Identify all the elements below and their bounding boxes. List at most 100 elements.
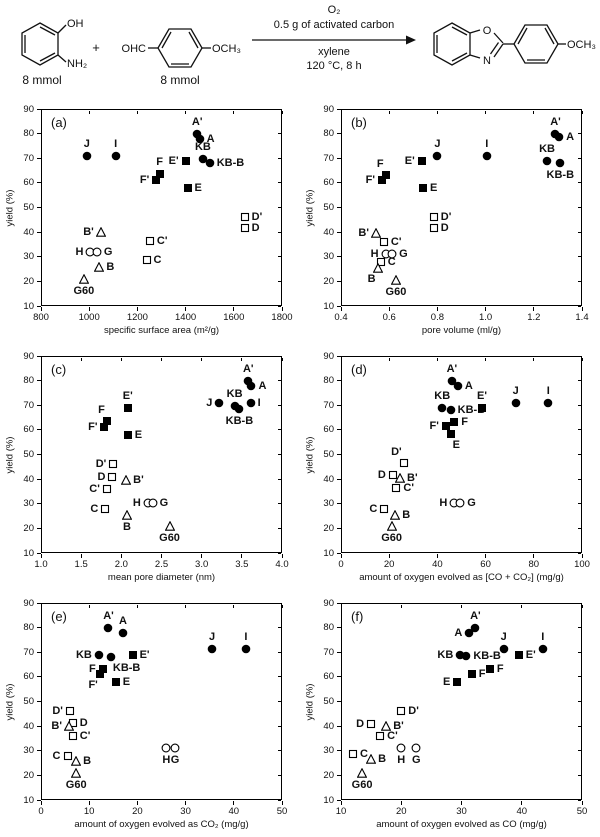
data-point-label-G: G <box>412 754 421 767</box>
data-point-label-G60: G60 <box>381 531 403 544</box>
y-tick-label: 10 <box>23 300 34 312</box>
tick-mark <box>337 256 341 258</box>
tick-mark <box>185 604 187 608</box>
reactant1-amount: 8 mmol <box>22 73 61 87</box>
tick-mark <box>533 357 535 361</box>
data-point-label-D-prime: D' <box>251 211 263 224</box>
chart-panel-b: 0.4 0.6 0.8 1.0 1.2 1.4 10 20 30 40 50 60 70 80 90 pore… <box>300 96 600 343</box>
y-tick-label: 80 <box>323 128 334 140</box>
tick-mark <box>37 207 41 208</box>
tick-mark <box>37 725 41 727</box>
data-point-label-J: J <box>500 630 507 643</box>
data-point-D-prime <box>399 458 409 468</box>
oxygen-condition: O₂ <box>328 4 341 16</box>
data-point-label-F: F <box>98 404 105 417</box>
tick-mark <box>277 454 281 455</box>
tick-mark <box>88 801 90 805</box>
y-tick-label: 40 <box>23 473 34 485</box>
data-point-label-A: A <box>454 626 463 639</box>
y-axis-title-c: yield (%) <box>4 436 16 473</box>
tick-mark <box>581 307 583 311</box>
data-point-D <box>388 470 398 480</box>
panel-label-f: (f) <box>351 609 364 624</box>
tick-mark <box>337 701 341 702</box>
tick-mark <box>577 774 581 776</box>
data-point-label-KB-B: KB-B <box>473 650 501 663</box>
data-point-F <box>449 417 459 427</box>
tick-mark <box>485 110 487 114</box>
tick-mark <box>577 182 581 184</box>
y-tick-label: 30 <box>23 251 34 263</box>
data-point-KB-B <box>106 652 116 662</box>
data-point-label-J: J <box>512 384 519 397</box>
tick-mark <box>37 799 41 801</box>
tick-mark <box>337 133 341 135</box>
y-axis-title-f: yield (%) <box>304 683 316 720</box>
tick-mark <box>581 357 583 361</box>
data-point-E <box>183 183 193 193</box>
tick-mark <box>161 554 162 558</box>
data-point-KB <box>437 403 447 413</box>
tick-mark <box>337 725 341 727</box>
data-point-B-prime <box>380 720 392 731</box>
tick-mark <box>37 552 41 554</box>
data-point-label-B: B <box>83 754 92 767</box>
y-tick-label: 60 <box>323 177 334 189</box>
data-point-label-D: D <box>377 469 386 482</box>
data-point-B-prime <box>95 226 107 237</box>
data-point-label-I: I <box>114 137 118 150</box>
data-point-label-KB-B: KB-B <box>216 157 245 170</box>
data-point-KB <box>94 650 104 660</box>
tick-mark <box>277 503 281 505</box>
tick-mark <box>436 307 438 311</box>
data-point-label-C-prime: C' <box>79 729 91 742</box>
data-point-KB-B <box>234 404 244 414</box>
tick-mark <box>337 108 341 110</box>
x-tick-label: 800 <box>33 312 49 323</box>
tick-mark <box>340 554 342 558</box>
data-point-A-prime <box>103 623 113 633</box>
tick-mark <box>37 231 41 233</box>
x-tick-label: 30 <box>180 806 191 817</box>
temperature-time-condition: 120 °C, 8 h <box>306 60 361 72</box>
data-point-label-E-prime: E' <box>525 648 536 661</box>
data-point-D-prime <box>240 212 250 222</box>
tick-mark <box>581 554 583 558</box>
data-point-C-prime <box>375 731 385 741</box>
y-tick-label: 80 <box>23 375 34 387</box>
data-point-F-prime <box>99 422 109 432</box>
tick-mark <box>37 404 41 406</box>
tick-mark <box>277 651 281 653</box>
plot-area-d <box>341 356 582 553</box>
y-tick-label: 30 <box>323 745 334 757</box>
data-point-G <box>148 498 158 508</box>
tick-mark <box>340 357 342 361</box>
data-point-C <box>348 749 358 759</box>
data-point-label-B: B <box>402 508 411 521</box>
tick-mark <box>577 305 581 307</box>
data-point-F <box>102 416 112 426</box>
tick-mark <box>277 157 281 159</box>
data-point-G60 <box>70 767 82 778</box>
hydroxyl-label: OH <box>67 18 84 30</box>
data-point-label-C: C <box>52 749 61 762</box>
y-tick-label: 20 <box>323 769 334 781</box>
x-tick-label: 0.8 <box>430 312 444 323</box>
y-tick-label: 80 <box>23 128 34 140</box>
data-point-label-KB-B: KB-B <box>112 662 141 675</box>
panel-label-c: (c) <box>51 362 67 377</box>
tick-mark <box>37 256 41 258</box>
tick-mark <box>337 355 341 357</box>
data-point-B <box>94 261 105 272</box>
data-point-label-A: A <box>258 379 267 392</box>
data-point-label-D-prime: D' <box>391 446 402 459</box>
y-tick-label: 30 <box>23 745 34 757</box>
data-point-D <box>240 223 250 233</box>
tick-mark <box>533 307 535 311</box>
data-point-C <box>379 504 389 514</box>
data-point-label-C: C <box>360 748 368 761</box>
tick-mark <box>277 701 281 702</box>
tick-mark <box>577 676 581 678</box>
data-point-label-H: H <box>75 245 84 258</box>
data-point-label-J: J <box>209 630 216 643</box>
